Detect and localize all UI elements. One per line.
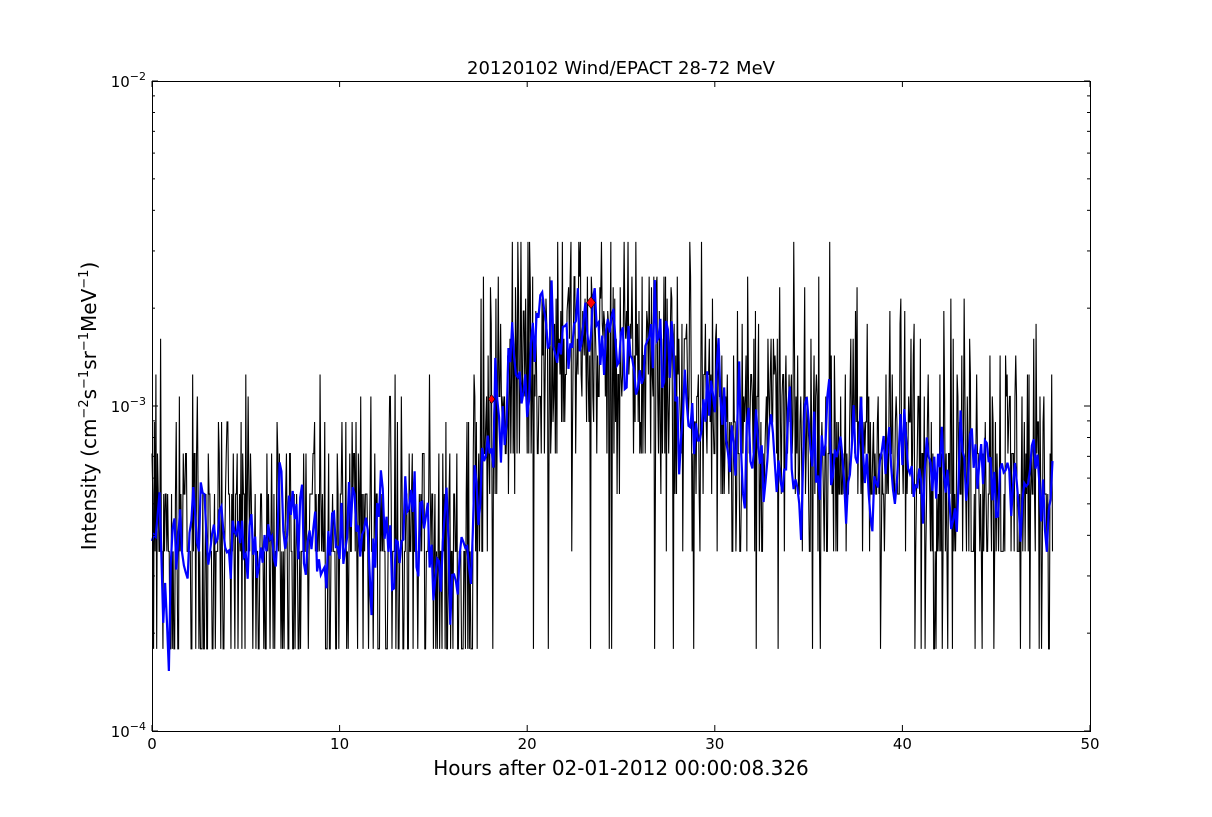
peak-marker <box>487 394 496 405</box>
peak-marker <box>586 296 596 310</box>
x-tick-label: 40 <box>893 735 912 753</box>
x-axis-label: Hours after 02-01-2012 00:00:08.326 <box>433 756 809 780</box>
y-axis-label: Intensity (cm−2s−1sr−1MeV−1) <box>77 262 101 551</box>
x-tick-label: 50 <box>1080 735 1099 753</box>
y-tick-label: 10−4 <box>111 720 146 741</box>
raw-intensity-line <box>151 241 1054 650</box>
smoothed-intensity-line <box>150 279 1054 672</box>
x-tick-label: 20 <box>518 735 537 753</box>
chart-title: 20120102 Wind/EPACT 28-72 MeV <box>467 58 776 79</box>
y-tick-label: 10−3 <box>111 395 146 416</box>
x-tick-label: 0 <box>147 735 157 753</box>
x-tick-label: 30 <box>705 735 724 753</box>
y-tick-label: 10−2 <box>111 70 146 91</box>
x-tick-label: 10 <box>330 735 349 753</box>
plot-area <box>150 241 1054 672</box>
axis-ticks: 0 10 20 30 40 50 10−4 10−3 10−2 <box>111 70 1100 753</box>
